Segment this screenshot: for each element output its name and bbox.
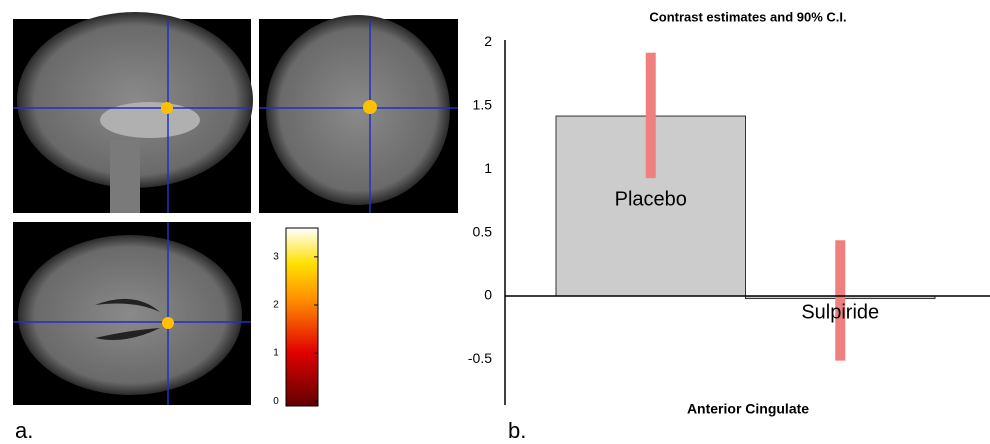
category-label: Placebo <box>615 188 687 210</box>
y-tick-label: -0.5 <box>468 350 492 366</box>
colorbar-tick-label: 2 <box>273 300 279 311</box>
y-tick-label: 0.5 <box>473 223 493 239</box>
sagittal-slice <box>13 12 253 213</box>
axial-slice <box>13 222 251 405</box>
coronal-slice <box>259 15 458 213</box>
error-bar <box>646 53 656 178</box>
category-label: Sulpiride <box>801 301 879 323</box>
figure: a. b. Contrast estimates and 90% C.I. An… <box>0 0 990 444</box>
y-tick-label: 1 <box>484 160 492 176</box>
y-tick-label: 0 <box>484 287 492 303</box>
colorbar-tick-label: 1 <box>273 348 279 359</box>
panel-label: b. <box>508 418 526 443</box>
colorbar-tick-label: 0 <box>273 396 279 407</box>
y-tick-label: 2 <box>484 33 492 49</box>
colorbar-tick-label: 3 <box>273 252 279 263</box>
panel-label: a. <box>15 418 33 443</box>
x-axis-label: Anterior Cingulate <box>687 401 809 417</box>
chart-title: Contrast estimates and 90% C.I. <box>649 9 846 24</box>
colorbar <box>286 228 318 406</box>
y-tick-label: 1.5 <box>473 97 493 113</box>
